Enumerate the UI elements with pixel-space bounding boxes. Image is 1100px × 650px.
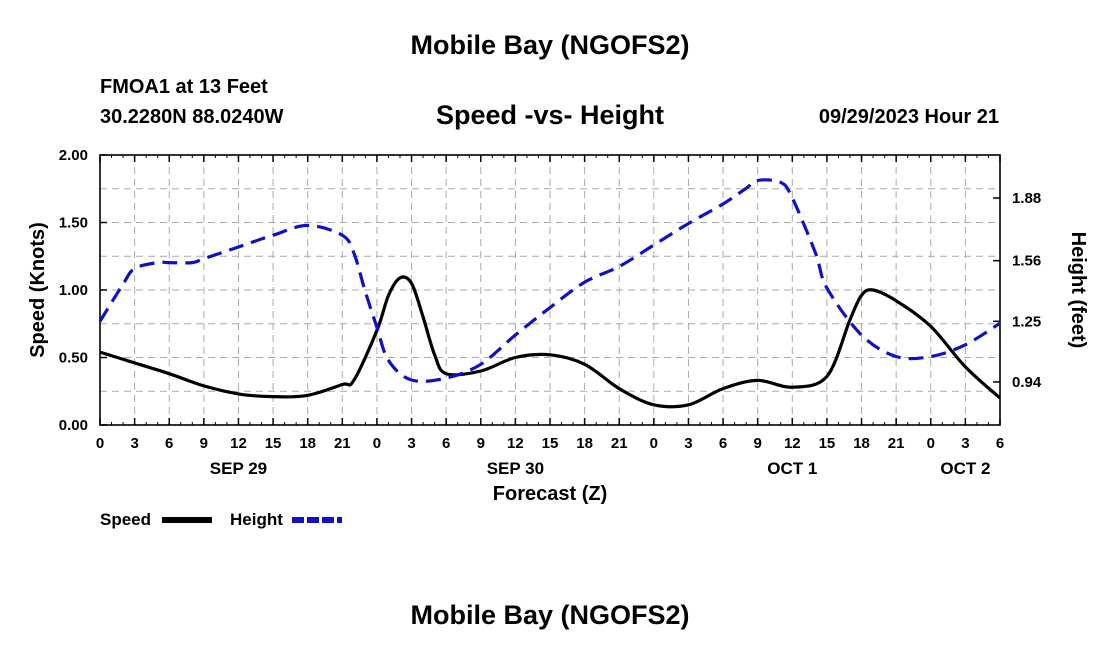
legend-height-label: Height [230,510,283,529]
grid [100,155,1000,425]
speed-series-line [99,275,1002,409]
x-tick-label: 3 [961,435,969,452]
y-tick-label: 1.50 [59,215,88,232]
y-tick-label: 0.50 [59,350,88,367]
date-label: SEP 29 [210,459,267,478]
y-tick-label: 2.00 [59,147,88,164]
y-tick-label: 0.00 [59,417,88,434]
x-tick-label: 18 [853,435,870,452]
x-tick-label: 9 [200,435,208,452]
chart-title: Speed -vs- Height [435,100,665,130]
x-tick-label: 6 [165,435,173,452]
station-coords: 30.2280N 88.0240W [100,106,284,128]
forecast-timestamp: 09/29/2023 Hour 21 [818,106,999,128]
x-tick-label: 18 [576,435,593,452]
ticks: 0 3 6 9 12 15 18 21 0 3 6 9 12 15 18 21 0 3 6 9 12 15 18 21 0 3 6 0… [59,147,1042,478]
station-name: FMOA1 at 13 Feet [100,76,268,98]
x-tick-label: 12 [230,435,247,452]
y2-tick-label: 1.25 [1012,313,1041,330]
x-tick-label: 21 [334,435,351,452]
x-tick-label: 0 [650,435,658,452]
y2-tick-label: 1.88 [1012,190,1041,207]
page-title-top: Mobile Bay (NGOFS2) [410,30,690,60]
x-tick-label: 6 [442,435,450,452]
x-tick-label: 12 [784,435,801,452]
x-tick-label: 3 [130,435,138,452]
date-label: OCT 1 [767,459,817,478]
x-tick-label: 9 [754,435,762,452]
legend-speed-label: Speed [100,510,151,529]
x-tick-label: 0 [927,435,935,452]
x-tick-label: 6 [719,435,727,452]
date-label: OCT 2 [940,459,990,478]
x-tick-label: 0 [373,435,381,452]
x-tick-label: 0 [96,435,104,452]
date-label: SEP 30 [487,459,544,478]
x-tick-label: 15 [542,435,559,452]
x-tick-label: 3 [407,435,415,452]
x-tick-label: 15 [819,435,836,452]
x-tick-label: 21 [888,435,905,452]
x-tick-label: 12 [507,435,524,452]
x-tick-label: 15 [265,435,282,452]
x-axis-label: Forecast (Z) [493,483,607,505]
y-axis-label-left: Speed (Knots) [27,222,49,358]
x-tick-label: 9 [477,435,485,452]
height-series-line [98,178,1001,383]
x-tick-label: 21 [611,435,628,452]
x-tick-label: 3 [684,435,692,452]
y-axis-label-right: Height (feet) [1067,232,1089,349]
x-tick-label: 6 [996,435,1004,452]
page-title-bottom: Mobile Bay (NGOFS2) [410,600,690,630]
y-tick-label: 1.00 [59,282,88,299]
y2-tick-label: 0.94 [1012,374,1042,391]
x-tick-label: 18 [299,435,316,452]
y2-tick-label: 1.56 [1012,253,1041,270]
